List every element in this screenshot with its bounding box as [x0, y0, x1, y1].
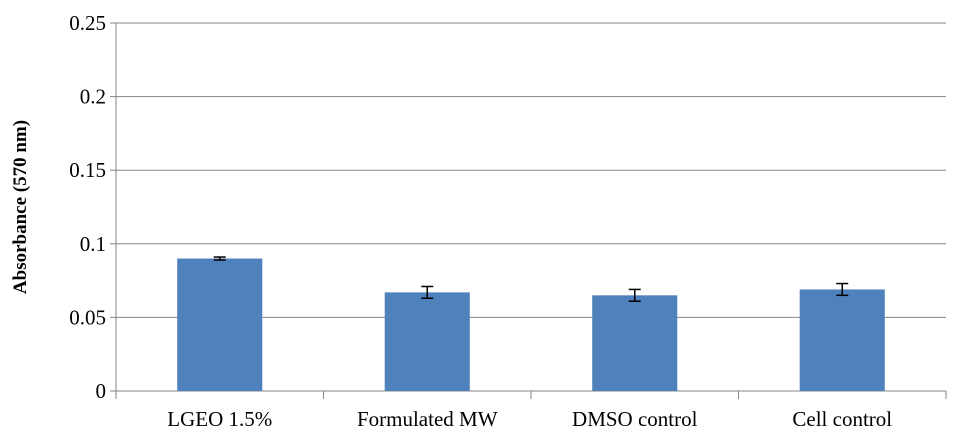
x-category-label: DMSO control [572, 407, 698, 431]
x-category-label: LGEO 1.5% [167, 407, 272, 431]
y-tick-labels: 0 0.05 0.1 0.15 0.2 0.25 [69, 11, 106, 403]
y-tick-label: 0.2 [80, 85, 106, 109]
x-category-label: Formulated MW [357, 407, 498, 431]
y-axis-title: Absorbance (570 nm) [10, 120, 31, 294]
x-category-label: Cell control [792, 407, 892, 431]
bar [384, 292, 470, 391]
bar [592, 295, 678, 391]
y-tick-label: 0.1 [80, 232, 106, 256]
error-bars [213, 256, 849, 302]
y-tick-label: 0 [96, 379, 107, 403]
y-tick-label: 0.25 [69, 11, 106, 35]
bar [177, 258, 263, 391]
y-tick-label: 0.05 [69, 305, 106, 329]
x-category-labels: LGEO 1.5% Formulated MW DMSO control Cell c… [167, 407, 892, 431]
y-tick-label: 0.15 [69, 158, 106, 182]
bar [799, 289, 885, 391]
bars [177, 258, 885, 391]
